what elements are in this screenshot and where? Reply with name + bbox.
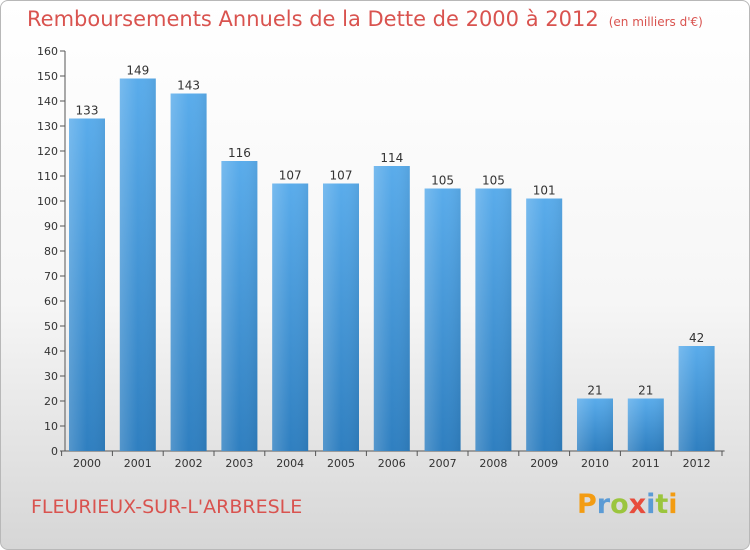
y-tick-label: 40 [44, 345, 58, 358]
logo-letter: o [610, 489, 629, 520]
y-tick-label: 60 [44, 295, 58, 308]
bar-sheen [577, 398, 613, 451]
commune-name: FLEURIEUX-SUR-L'ARBRESLE [31, 496, 303, 518]
y-tick-label: 80 [44, 245, 58, 258]
y-tick-label: 90 [44, 220, 58, 233]
x-tick-label: 2009 [530, 457, 558, 470]
value-labels: 133 149 143 116 107 107 114 105 105 101 21 21 42 [76, 64, 705, 398]
bar-sheen [119, 78, 156, 451]
value-label: 116 [228, 146, 251, 160]
y-tick-label: 140 [37, 95, 58, 108]
x-tick-label: 2002 [175, 457, 203, 470]
y-tick-label: 130 [37, 120, 58, 133]
value-label: 105 [431, 174, 454, 188]
value-label: 107 [330, 169, 353, 183]
y-tick-label: 70 [44, 270, 58, 283]
value-label: 133 [76, 104, 99, 118]
bar-sheen [526, 198, 563, 451]
x-tick-label: 2006 [378, 457, 406, 470]
y-tick-label: 110 [37, 170, 58, 183]
bar-sheen [272, 183, 309, 451]
bar-sheen [323, 183, 359, 451]
logo-letter: P [577, 489, 597, 520]
x-tick-label: 2004 [276, 457, 304, 470]
proxiti-logo[interactable]: Proxiti [577, 489, 678, 520]
logo-letter: i [668, 489, 678, 520]
x-tick-label: 2011 [632, 457, 660, 470]
value-label: 149 [126, 64, 149, 78]
bar-sheen [69, 118, 105, 451]
value-label: 21 [638, 384, 653, 398]
value-label: 143 [177, 79, 200, 93]
bar-sheen [424, 188, 461, 451]
y-tick-label: 50 [44, 320, 58, 333]
y-tick-label: 0 [51, 445, 58, 458]
y-tick-label: 120 [37, 145, 58, 158]
y-tick-label: 10 [44, 420, 58, 433]
y-tick-label: 150 [37, 70, 58, 83]
bars [69, 78, 715, 451]
chart-title: Remboursements Annuels de la Dette de 20… [27, 7, 703, 31]
x-tick-label: 2005 [327, 457, 355, 470]
axes: 0 10 20 30 40 50 60 70 80 90 100 110 120 130 140 150 160… [37, 45, 725, 470]
value-label: 21 [587, 384, 602, 398]
x-tick-label: 2000 [73, 457, 101, 470]
x-tick-label: 2012 [683, 457, 711, 470]
value-label: 107 [279, 169, 302, 183]
x-tick-label: 2010 [581, 457, 609, 470]
bar-sheen [373, 166, 410, 451]
y-tick-label: 20 [44, 395, 58, 408]
value-label: 42 [689, 331, 704, 345]
logo-letter: t [655, 489, 669, 520]
x-tick-label: 2001 [124, 457, 152, 470]
bar-sheen [221, 161, 258, 451]
logo-letter: r [596, 489, 611, 520]
value-label: 105 [482, 174, 505, 188]
value-label: 101 [533, 184, 556, 198]
y-tick-label: 160 [37, 45, 58, 58]
y-tick-label: 100 [37, 195, 58, 208]
chart-title-text: Remboursements Annuels de la Dette de 20… [27, 7, 599, 31]
bar-sheen [678, 346, 715, 451]
logo-letter: i [646, 489, 656, 520]
logo-letter: x [628, 489, 647, 520]
bar-sheen [170, 93, 207, 451]
value-label: 114 [380, 151, 403, 165]
bar-sheen [475, 188, 512, 451]
chart-unit-label: (en milliers d'€) [608, 15, 703, 29]
x-tick-label: 2007 [429, 457, 457, 470]
x-tick-label: 2008 [479, 457, 507, 470]
bar-sheen [627, 398, 664, 451]
x-tick-label: 2003 [225, 457, 253, 470]
y-tick-label: 30 [44, 370, 58, 383]
